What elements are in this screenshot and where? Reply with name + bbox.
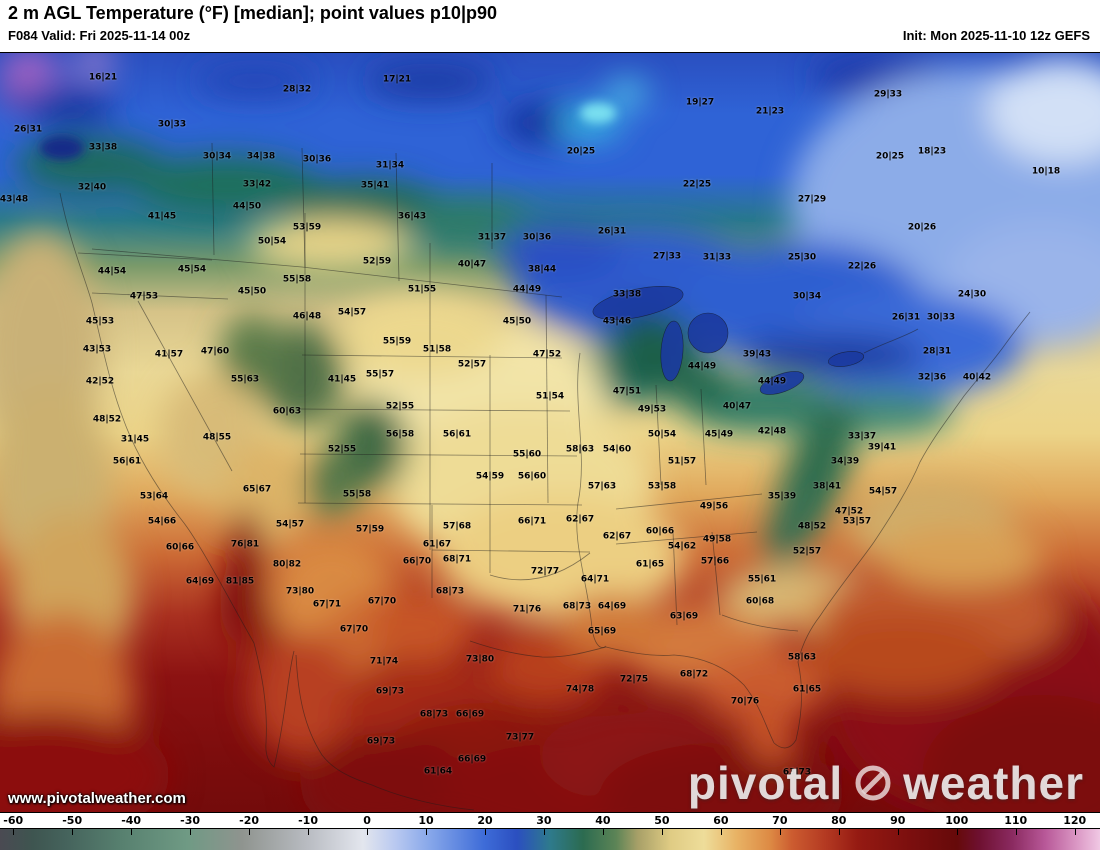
borders — [59, 142, 1031, 811]
temperature-map — [0, 52, 1100, 813]
lake-michigan — [660, 320, 684, 382]
colorbar-ticks: -60 -50 -40 -30 -20 -10 0 10 20 30 40 50 60 70 80 90 100… — [0, 813, 1100, 828]
colorbar-tick-label: 30 — [536, 814, 552, 827]
colorbar-gradient — [0, 828, 1100, 850]
colorbar: -60 -50 -40 -30 -20 -10 0 10 20 30 40 50 60 70 80 90 100… — [0, 813, 1100, 850]
gulf-coastline — [469, 640, 775, 744]
state-border — [672, 531, 678, 626]
colorbar-tick-mark — [308, 829, 310, 835]
colorbar-tick-mark — [1074, 829, 1076, 835]
colorbar-tick-mark — [720, 829, 722, 835]
subheader: F084 Valid: Fri 2025-11-14 00z Init: Mon… — [0, 24, 1100, 43]
temperature-blobs — [0, 53, 1100, 812]
colorbar-tick-label: 120 — [1063, 814, 1087, 827]
temperature-field-svg — [0, 53, 1100, 812]
colorbar-tick-label: 100 — [945, 814, 969, 827]
colorbar-tick-mark — [779, 829, 781, 835]
state-border — [137, 300, 233, 472]
colorbar-tick-label: -10 — [298, 814, 318, 827]
colorbar-tick-label: 70 — [772, 814, 788, 827]
colorbar-tick-label: 60 — [713, 814, 729, 827]
colorbar-tick-mark — [426, 829, 427, 835]
colorbar-tick-label: 10 — [418, 814, 434, 827]
colorbar-tick-mark — [543, 829, 545, 835]
state-border — [299, 453, 578, 457]
florida-coastline — [773, 615, 821, 749]
gulf-of-california-coastline — [295, 654, 475, 811]
lake-huron — [687, 312, 729, 354]
great-lakes — [592, 285, 865, 395]
site-url-watermark: www.pivotalweather.com — [8, 790, 186, 807]
province-border — [395, 152, 400, 282]
colorbar-tick-mark — [602, 829, 604, 835]
state-border — [615, 493, 763, 510]
baja-coastline — [253, 642, 295, 768]
state-border — [700, 388, 707, 486]
colorbar-tick-mark — [661, 829, 663, 835]
state-border — [431, 549, 591, 553]
lake-ontario — [827, 351, 865, 367]
west-coastline — [59, 192, 255, 644]
colorbar-tick-mark — [367, 829, 369, 835]
colorbar-tick-mark — [956, 829, 958, 835]
lake-superior — [592, 285, 684, 321]
brand-word-weather: weather — [903, 757, 1084, 809]
state-border — [545, 294, 549, 504]
state-border — [297, 502, 583, 506]
colorbar-tick-mark — [484, 829, 486, 835]
header: 2 m AGL Temperature (°F) [median]; point… — [0, 0, 1100, 52]
valid-time-label: F084 Valid: Fri 2025-11-14 00z — [8, 28, 191, 43]
colorbar-tick-mark — [190, 829, 192, 835]
colorbar-tick-mark — [131, 829, 133, 835]
state-border — [299, 408, 571, 412]
map-title: 2 m AGL Temperature (°F) [median]; point… — [8, 3, 497, 23]
state-border — [655, 384, 662, 486]
colorbar-tick-label: 0 — [363, 814, 371, 827]
lake-erie — [759, 371, 805, 395]
state-border — [489, 552, 591, 581]
colorbar-tick-label: -60 — [3, 814, 24, 827]
state-border — [77, 252, 213, 261]
colorbar-tick-label: 80 — [831, 814, 847, 827]
province-border — [211, 142, 215, 256]
colorbar-tick-mark — [838, 829, 840, 835]
colorbar-tick-label: 40 — [595, 814, 611, 827]
pivotal-logo-icon — [855, 765, 891, 801]
brand-watermark: pivotal weather — [688, 756, 1084, 810]
province-border — [301, 147, 306, 268]
colorbar-tick-label: 110 — [1004, 814, 1028, 827]
state-border — [711, 531, 721, 616]
colorbar-tick-mark — [13, 829, 15, 835]
colorbar-tick-label: 90 — [890, 814, 906, 827]
colorbar-tick-mark — [249, 829, 251, 835]
state-border — [721, 614, 799, 632]
colorbar-tick-label: 50 — [654, 814, 670, 827]
state-border — [91, 292, 229, 300]
init-time-label: Init: Mon 2025-11-10 12z GEFS — [902, 28, 1090, 43]
temperature-detail-blobs — [40, 103, 616, 160]
brand-word-pivotal: pivotal — [687, 757, 844, 809]
colorbar-tick-label: -50 — [62, 814, 83, 827]
colorbar-tick-label: 20 — [477, 814, 493, 827]
colorbar-tick-label: -20 — [239, 814, 260, 827]
state-border — [301, 354, 563, 359]
east-coastline — [819, 311, 1031, 617]
colorbar-tick-label: -30 — [180, 814, 201, 827]
state-border — [615, 531, 758, 545]
mississippi-river — [576, 352, 607, 648]
colorbar-tick-mark — [1015, 829, 1017, 835]
canada-us-border — [91, 248, 563, 298]
colorbar-tick-mark — [897, 829, 899, 835]
colorbar-tick-mark — [72, 829, 74, 835]
province-border — [863, 328, 919, 354]
colorbar-tick-label: -40 — [121, 814, 142, 827]
